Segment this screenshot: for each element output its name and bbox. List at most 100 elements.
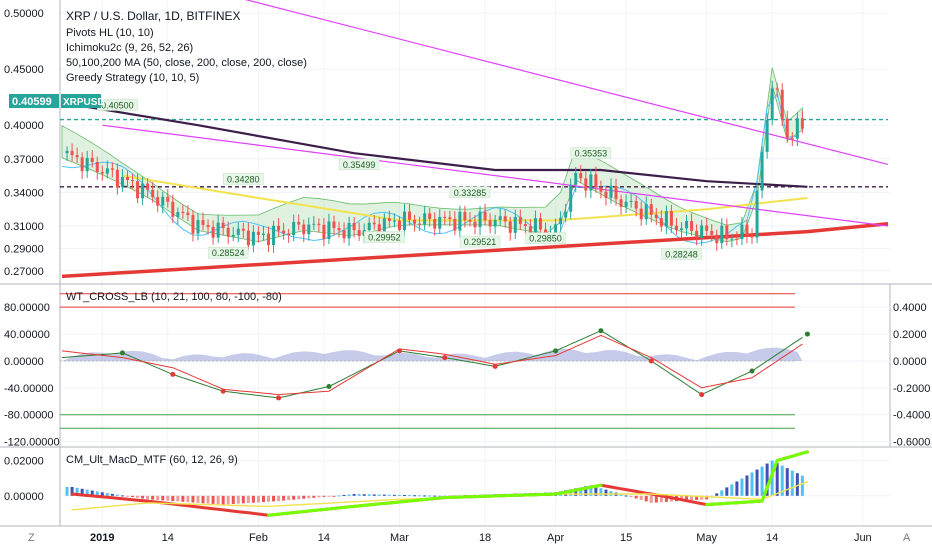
indicator-label-greedy[interactable]: Greedy Strategy (10, 10, 5): [66, 72, 199, 84]
candle-body[interactable]: [231, 234, 235, 237]
candle-body[interactable]: [196, 220, 200, 234]
candle-body[interactable]: [166, 196, 170, 202]
candle-body[interactable]: [664, 211, 668, 227]
candle-body[interactable]: [171, 201, 175, 217]
candle-body[interactable]: [70, 150, 74, 156]
candle-body[interactable]: [141, 183, 145, 199]
candle-body[interactable]: [176, 212, 180, 217]
candle-body[interactable]: [267, 233, 270, 246]
candle-body[interactable]: [800, 118, 804, 129]
candle-body[interactable]: [513, 216, 517, 233]
candle-body[interactable]: [725, 225, 729, 240]
candle-body[interactable]: [146, 183, 150, 190]
candle-body[interactable]: [221, 222, 225, 228]
candle-body[interactable]: [795, 118, 799, 139]
candle-body[interactable]: [186, 212, 190, 216]
candle-body[interactable]: [589, 174, 593, 191]
candle-body[interactable]: [392, 220, 396, 222]
candle-body[interactable]: [559, 217, 563, 225]
candle-body[interactable]: [302, 224, 306, 235]
oscillator-panel[interactable]: 80.00000 0.4000 40.00000 0.2000 0.00000 0.000…: [4, 293, 930, 449]
candle-body[interactable]: [241, 228, 245, 231]
candle-body[interactable]: [317, 223, 321, 225]
candle-body[interactable]: [458, 211, 462, 231]
candle-body[interactable]: [151, 189, 155, 198]
indicator-label-pivots[interactable]: Pivots HL (10, 10): [66, 27, 154, 39]
candle-body[interactable]: [644, 204, 648, 220]
candle-body[interactable]: [705, 225, 709, 231]
candle-body[interactable]: [322, 224, 326, 239]
candle-body[interactable]: [538, 218, 542, 230]
candle-body[interactable]: [120, 176, 124, 188]
candle-body[interactable]: [730, 238, 734, 240]
candle-body[interactable]: [125, 176, 129, 181]
candle-body[interactable]: [327, 221, 331, 239]
candle-body[interactable]: [100, 172, 104, 174]
candle-body[interactable]: [382, 218, 386, 236]
candle-body[interactable]: [156, 197, 160, 206]
candle-body[interactable]: [745, 224, 749, 236]
indicator-label-ichimoku[interactable]: Ichimoku2c (9, 26, 52, 26): [66, 42, 193, 54]
candle-body[interactable]: [448, 217, 452, 220]
candle-body[interactable]: [342, 230, 346, 239]
candle-body[interactable]: [790, 138, 794, 140]
candle-body[interactable]: [569, 184, 573, 212]
candle-body[interactable]: [397, 220, 401, 231]
candle-body[interactable]: [599, 187, 603, 192]
candle-body[interactable]: [654, 214, 658, 219]
candle-body[interactable]: [191, 215, 195, 234]
candle-body[interactable]: [639, 208, 643, 220]
candle-body[interactable]: [85, 157, 89, 172]
candle-body[interactable]: [579, 172, 583, 179]
candle-body[interactable]: [523, 223, 527, 227]
candle-body[interactable]: [181, 212, 185, 214]
candle-body[interactable]: [594, 174, 598, 188]
candle-body[interactable]: [700, 225, 704, 239]
candle-body[interactable]: [251, 231, 255, 246]
candle-body[interactable]: [413, 219, 417, 224]
candle-body[interactable]: [367, 222, 371, 231]
price-candles[interactable]: [65, 80, 804, 253]
candle-body[interactable]: [277, 225, 281, 231]
candle-body[interactable]: [659, 218, 663, 227]
macd-title[interactable]: CM_Ult_MacD_MTF (60, 12, 26, 9): [66, 454, 238, 466]
candle-body[interactable]: [765, 119, 769, 152]
candle-body[interactable]: [337, 228, 341, 231]
candle-body[interactable]: [161, 196, 165, 206]
candle-body[interactable]: [443, 216, 447, 218]
candle-body[interactable]: [282, 230, 286, 234]
candle-body[interactable]: [463, 211, 467, 220]
candle-body[interactable]: [493, 219, 497, 227]
candle-body[interactable]: [256, 231, 260, 235]
candle-body[interactable]: [533, 218, 537, 236]
candle-body[interactable]: [423, 213, 427, 225]
candle-body[interactable]: [775, 88, 779, 90]
candle-body[interactable]: [216, 222, 220, 238]
indicator-label-ma[interactable]: 50,100,200 MA (50, close, 200, close, 20…: [66, 57, 307, 69]
candle-body[interactable]: [65, 150, 69, 154]
candle-body[interactable]: [528, 226, 532, 236]
candle-body[interactable]: [604, 191, 608, 198]
candle-body[interactable]: [418, 223, 422, 225]
candle-body[interactable]: [75, 155, 79, 158]
candle-body[interactable]: [503, 216, 507, 222]
candle-body[interactable]: [780, 89, 784, 119]
time-axis[interactable]: 2019 14 Feb 14 Mar 18 Apr 15 May 14 Jun: [90, 532, 872, 544]
candle-body[interactable]: [674, 225, 678, 231]
candle-body[interactable]: [272, 225, 276, 246]
candle-body[interactable]: [352, 223, 356, 231]
oscillator-title[interactable]: WT_CROSS_LB (10, 21, 100, 80, -100, -80): [66, 291, 282, 303]
candle-body[interactable]: [312, 223, 316, 225]
candle-body[interactable]: [634, 201, 638, 209]
candle-body[interactable]: [715, 234, 719, 244]
candle-body[interactable]: [750, 235, 754, 238]
candle-body[interactable]: [80, 157, 84, 172]
candle-body[interactable]: [357, 230, 361, 237]
candle-body[interactable]: [710, 230, 714, 235]
candle-body[interactable]: [478, 211, 482, 228]
candle-body[interactable]: [332, 221, 336, 229]
zoom-button-label[interactable]: Z: [28, 532, 35, 544]
candle-body[interactable]: [453, 219, 457, 231]
price-axis[interactable]: 0.50000 0.45000 0.40000 0.37000 0.34000 0.310…: [4, 8, 44, 278]
candle-body[interactable]: [473, 221, 477, 228]
